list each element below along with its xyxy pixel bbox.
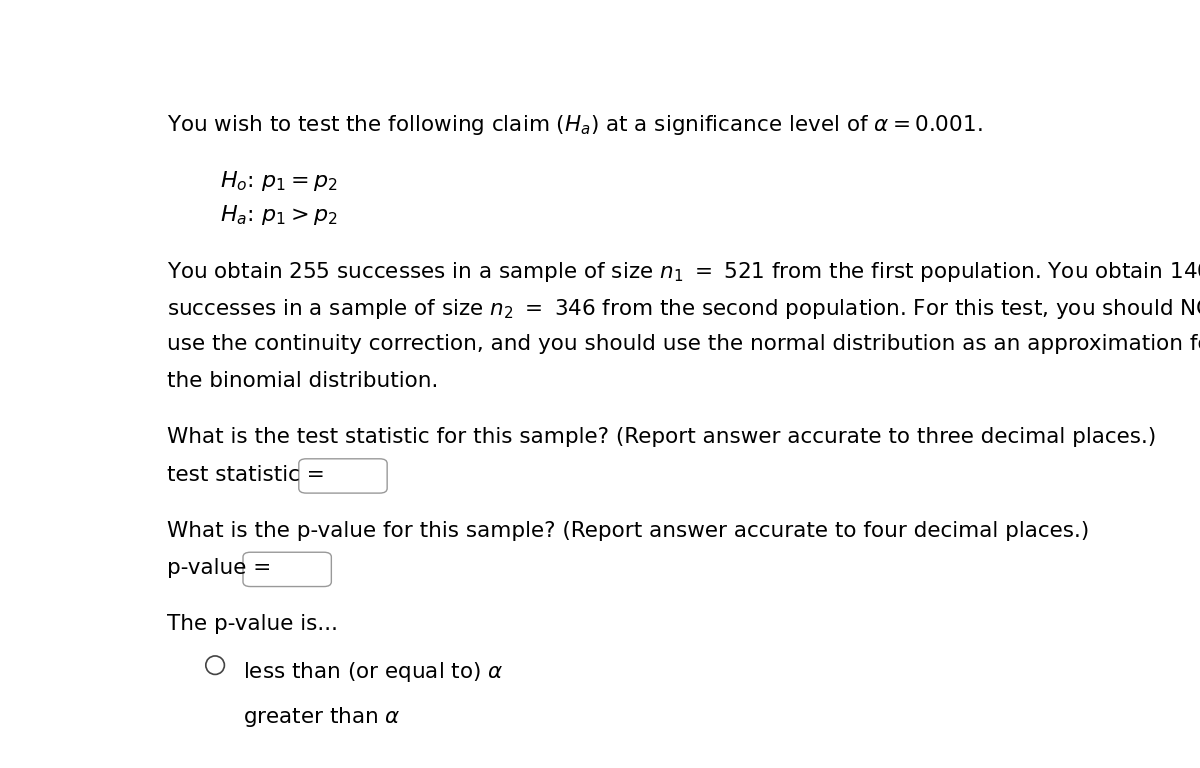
Text: test statistic =: test statistic = bbox=[167, 465, 331, 485]
Text: the binomial distribution.: the binomial distribution. bbox=[167, 371, 438, 391]
Text: successes in a sample of size $n_2\ =\ $346 from the second population. For this: successes in a sample of size $n_2\ =\ $… bbox=[167, 296, 1200, 321]
Text: What is the p-value for this sample? (Report answer accurate to four decimal pla: What is the p-value for this sample? (Re… bbox=[167, 521, 1088, 541]
Text: greater than $\alpha$: greater than $\alpha$ bbox=[242, 705, 401, 729]
Text: less than (or equal to) $\alpha$: less than (or equal to) $\alpha$ bbox=[242, 660, 504, 684]
Text: use the continuity correction, and you should use the normal distribution as an : use the continuity correction, and you s… bbox=[167, 334, 1200, 354]
Text: You obtain 255 successes in a sample of size $n_1\ =\ $521 from the first popula: You obtain 255 successes in a sample of … bbox=[167, 260, 1200, 283]
Ellipse shape bbox=[206, 656, 224, 674]
FancyBboxPatch shape bbox=[242, 552, 331, 587]
Text: The p-value is...: The p-value is... bbox=[167, 614, 337, 634]
Text: p-value =: p-value = bbox=[167, 558, 278, 578]
Text: You wish to test the following claim ($H_a$) at a significance level of $\alpha : You wish to test the following claim ($H… bbox=[167, 113, 983, 137]
FancyBboxPatch shape bbox=[299, 458, 388, 493]
Text: What is the test statistic for this sample? (Report answer accurate to three dec: What is the test statistic for this samp… bbox=[167, 428, 1156, 448]
Text: $H_o$: $p_1 = p_2$: $H_o$: $p_1 = p_2$ bbox=[220, 169, 337, 193]
Text: $H_a$: $p_1 > p_2$: $H_a$: $p_1 > p_2$ bbox=[220, 204, 337, 227]
Ellipse shape bbox=[206, 700, 224, 719]
